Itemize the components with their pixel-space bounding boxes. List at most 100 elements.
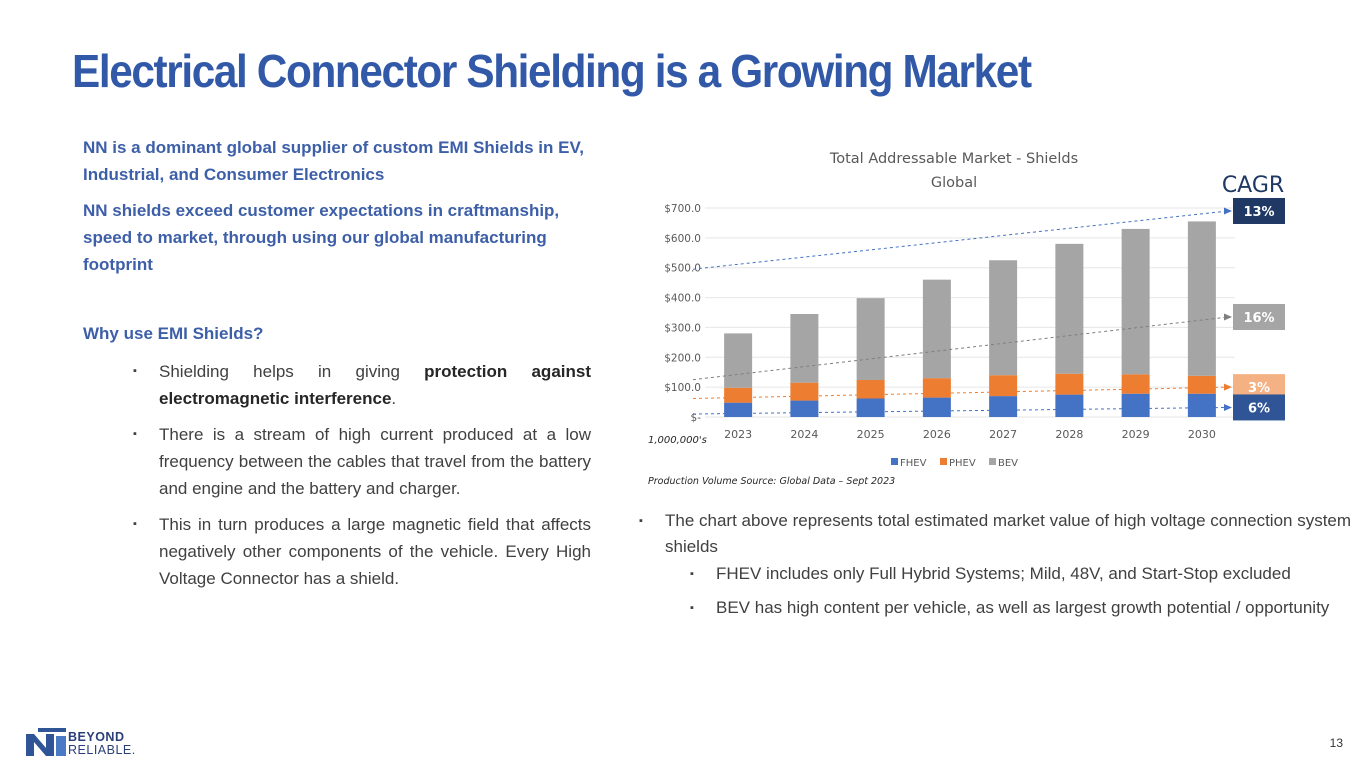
bar-segment-bev	[922, 279, 951, 379]
x-tick-label: 2030	[1188, 428, 1216, 441]
bar-segment-phev	[989, 375, 1018, 397]
cagr-badges: 13% 16% 3% 6%	[1233, 197, 1285, 421]
y-tick-label: $600.0	[664, 233, 701, 245]
cagr-badge-label: 16%	[1243, 311, 1274, 326]
cagr-badge	[1233, 394, 1285, 421]
bar-segment-phev	[1121, 374, 1150, 394]
bar-segment-fhev	[724, 402, 753, 417]
why-bullet: ▪ Shielding helps in giving protection ag…	[133, 358, 591, 412]
bar-segment-fhev	[790, 400, 819, 417]
chart-subtitle: Global	[931, 175, 977, 191]
chart-subnote: ▪ FHEV includes only Full Hybrid Systems;…	[690, 561, 1356, 587]
bar-segment-fhev	[922, 397, 951, 417]
bar-segment-bev	[1055, 243, 1084, 374]
bullet-marker-icon: ▪	[133, 365, 137, 377]
x-tick-label: 2023	[724, 428, 752, 441]
y-tick-label: $500.0	[664, 263, 701, 275]
bar-segment-phev	[724, 387, 753, 403]
arrowhead-icon	[1224, 403, 1232, 411]
legend-label: PHEV	[949, 458, 976, 469]
bar-segment-bev	[790, 313, 819, 383]
page-number: 13	[1329, 736, 1343, 750]
cagr-trendlines	[692, 207, 1232, 415]
bar-segment-phev	[1055, 373, 1084, 395]
bullet-marker-icon: ▪	[690, 568, 694, 580]
bar-segment-fhev	[989, 396, 1018, 417]
chart-subnotes-list: ▪ FHEV includes only Full Hybrid Systems;…	[690, 561, 1356, 629]
bar-segment-bev	[724, 333, 753, 388]
x-tick-label: 2029	[1122, 428, 1150, 441]
legend-swatch	[989, 458, 996, 465]
bullet-text-end: .	[391, 389, 397, 408]
company-logo-icon	[26, 728, 66, 756]
chart-legend: FHEV PHEV BEV	[891, 458, 1018, 469]
arrowhead-icon	[1224, 383, 1232, 391]
bar-segment-phev	[1187, 375, 1216, 394]
chart-subnote-text: BEV has high content per vehicle, as wel…	[716, 598, 1330, 617]
chart-title: Total Addressable Market - Shields	[829, 151, 1078, 167]
bullet-marker-icon: ▪	[133, 428, 137, 440]
legend-swatch	[891, 458, 898, 465]
y-tick-label: $400.0	[664, 293, 701, 305]
x-axis-ticks: 2023 2024 2025 2026 2027 2028 2029 2030	[724, 428, 1216, 441]
y-axis-ticks: $- $100.0 $200.0 $300.0 $400.0 $500.0 $600.0 $7…	[664, 203, 701, 424]
intro-statement-1: NN is a dominant global supplier of cust…	[83, 138, 584, 184]
logo-text-reliable: RELIABLE.	[68, 743, 136, 757]
cagr-trendline	[692, 406, 1229, 415]
logo-text-beyond: BEYOND	[68, 730, 125, 744]
why-bullet-list: ▪ Shielding helps in giving protection ag…	[133, 358, 591, 601]
bullet-marker-icon: ▪	[639, 515, 643, 527]
bullet-marker-icon: ▪	[690, 602, 694, 614]
chart-note-text: The chart above represents total estimat…	[665, 511, 1352, 556]
chart-subnote: ▪ BEV has high content per vehicle, as we…	[690, 595, 1356, 621]
chart-subnote-text: FHEV includes only Full Hybrid Systems; …	[716, 564, 1291, 583]
bar-segment-fhev	[1055, 394, 1084, 417]
bullet-text: This in turn produces a large magnetic f…	[159, 515, 591, 588]
why-bullet: ▪ There is a stream of high current produ…	[133, 421, 591, 502]
bar-segment-bev	[1121, 228, 1150, 375]
chart-note: ▪ The chart above represents total estima…	[639, 508, 1355, 560]
bar-segment-fhev	[856, 398, 885, 417]
cagr-badge-label: 3%	[1248, 381, 1270, 396]
cagr-badge	[1233, 197, 1285, 224]
chart-source: Production Volume Source: Global Data – …	[648, 476, 895, 487]
bullet-marker-icon: ▪	[133, 518, 137, 530]
y-tick-label: $700.0	[664, 203, 701, 215]
x-tick-label: 2027	[989, 428, 1017, 441]
x-tick-label: 2025	[857, 428, 885, 441]
why-heading: Why use EMI Shields?	[83, 324, 264, 343]
y-tick-label: $100.0	[664, 382, 701, 394]
cagr-badge-label: 6%	[1248, 401, 1270, 416]
bullet-bold-text: protection against electromagnetic inter…	[159, 362, 591, 408]
y-tick-label: $-	[691, 412, 702, 424]
bar-segment-bev	[1187, 221, 1216, 376]
bar-segment-fhev	[1187, 393, 1216, 417]
bar-segment-phev	[856, 379, 885, 399]
arrowhead-icon	[1224, 313, 1232, 321]
page-title: Electrical Connector Shielding is a Grow…	[72, 45, 1032, 97]
bar-segment-phev	[790, 382, 819, 401]
x-tick-label: 2026	[923, 428, 951, 441]
intro-statement-2: NN shields exceed customer expectations …	[83, 201, 560, 274]
cagr-trendline	[692, 386, 1229, 399]
arrowhead-icon	[1224, 207, 1232, 215]
why-bullet: ▪ This in turn produces a large magnetic …	[133, 511, 591, 592]
bar-segment-bev	[856, 298, 885, 380]
chart-bars	[724, 221, 1216, 417]
x-tick-label: 2024	[790, 428, 818, 441]
cagr-badge	[1233, 303, 1285, 330]
units-label: 1,000,000's	[648, 435, 707, 446]
x-tick-label: 2028	[1055, 428, 1083, 441]
bar-segment-phev	[922, 378, 951, 398]
bar-segment-fhev	[1121, 393, 1150, 417]
bullet-text: Shielding helps in giving	[159, 362, 425, 381]
bar-segment-bev	[989, 260, 1018, 376]
chart-notes-list: ▪ The chart above represents total estima…	[639, 508, 1355, 560]
cagr-badge-label: 13%	[1243, 205, 1274, 220]
legend-label: BEV	[998, 458, 1018, 469]
cagr-title: CAGR	[1222, 173, 1284, 198]
y-tick-label: $200.0	[664, 352, 701, 364]
y-tick-label: $300.0	[664, 322, 701, 334]
bullet-text: There is a stream of high current produc…	[159, 425, 591, 498]
